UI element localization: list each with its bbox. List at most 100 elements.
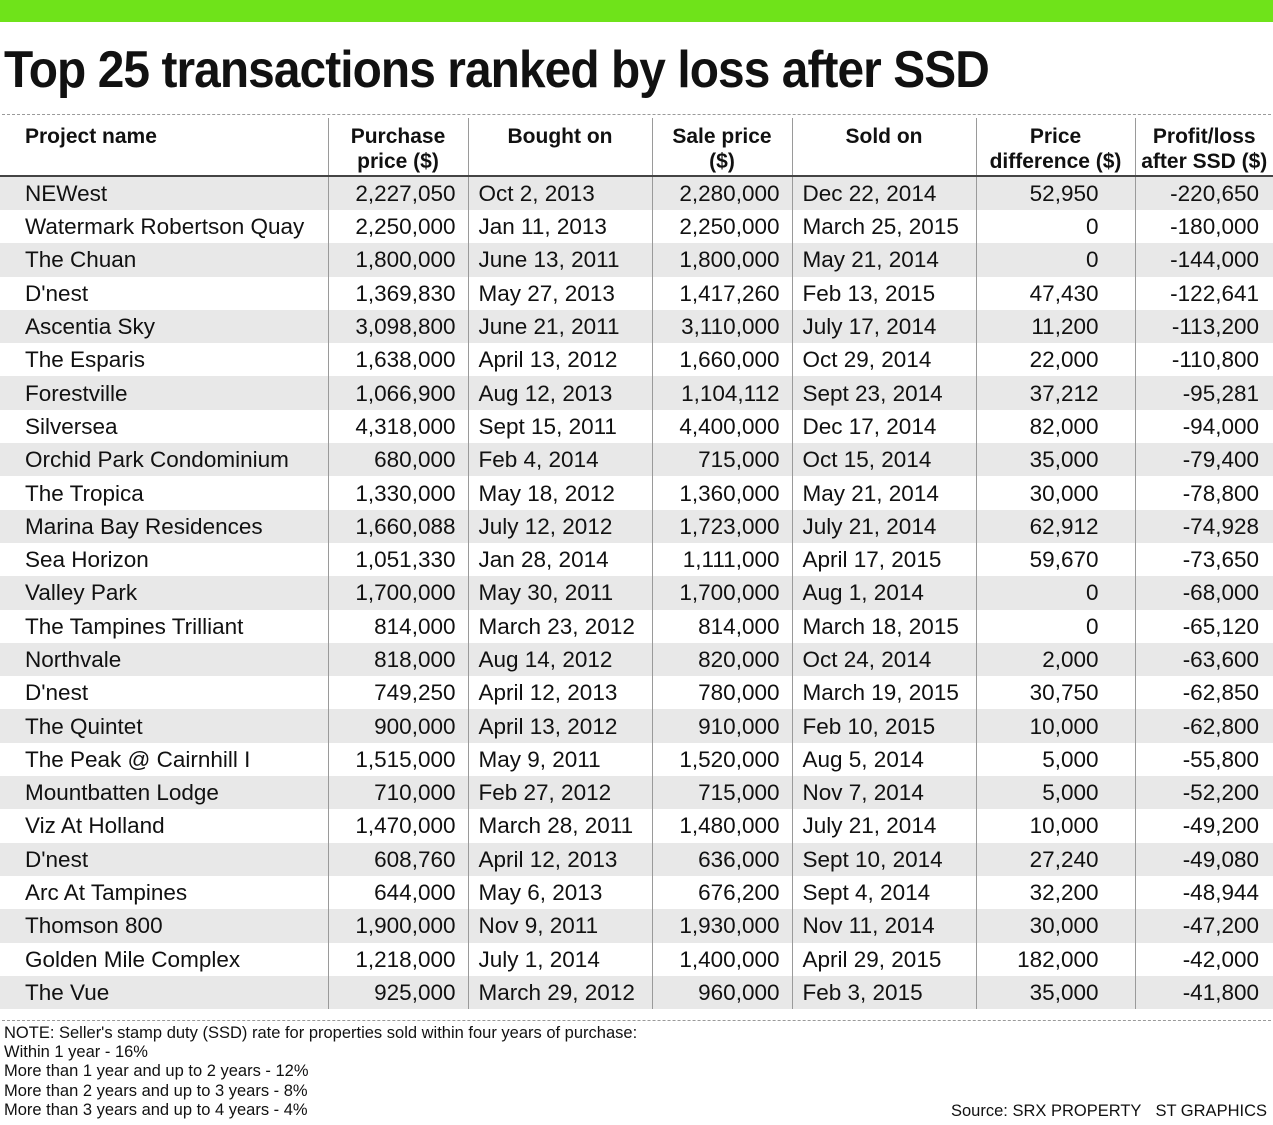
sale-price-cell: 2,250,000 <box>652 210 793 244</box>
profit-loss-cell: -74,928 <box>1135 509 1273 543</box>
bought-on-cell: Jan 28, 2014 <box>468 542 653 577</box>
bought-on-cell: April 13, 2012 <box>468 343 653 377</box>
sold-on-cell: Oct 24, 2014 <box>792 642 977 677</box>
price-difference-cell: 35,000 <box>976 975 1136 1010</box>
graphics-credit: ST GRAPHICS <box>1155 1102 1267 1120</box>
purchase-price-cell: 900,000 <box>328 709 469 743</box>
sale-price-cell: 910,000 <box>652 709 793 743</box>
purchase-price-cell: 710,000 <box>328 776 469 810</box>
profit-loss-cell: -65,120 <box>1135 609 1273 643</box>
project-name-cell: The Esparis <box>0 343 329 377</box>
transactions-table: Project name Purchase price ($) Bought on… <box>0 118 1273 1010</box>
table-row: Golden Mile Complex 1,218,000 July 1, 2014… <box>0 942 1273 976</box>
price-difference-cell: 0 <box>976 576 1136 610</box>
price-difference-cell: 182,000 <box>976 942 1136 976</box>
sold-on-cell: March 19, 2015 <box>792 676 977 710</box>
sale-price-cell: 814,000 <box>652 609 793 643</box>
sold-on-cell: March 18, 2015 <box>792 609 977 643</box>
sold-on-cell: July 21, 2014 <box>792 509 977 543</box>
table-row: The Peak @ Cairnhill I 1,515,000 May 9, 20… <box>0 742 1273 777</box>
price-difference-cell: 5,000 <box>976 776 1136 810</box>
sale-price-cell: 3,110,000 <box>652 309 793 344</box>
table-row: Orchid Park Condominium 680,000 Feb 4, 201… <box>0 443 1273 477</box>
sold-on-cell: May 21, 2014 <box>792 476 977 510</box>
sale-price-cell: 1,800,000 <box>652 243 793 277</box>
purchase-price-cell: 644,000 <box>328 875 469 910</box>
project-name-cell: Silversea <box>0 409 329 444</box>
bought-on-cell: Feb 27, 2012 <box>468 776 653 810</box>
table-row: Arc At Tampines 644,000 May 6, 2013 676,200… <box>0 875 1273 910</box>
sold-on-cell: Nov 7, 2014 <box>792 776 977 810</box>
bought-on-cell: Nov 9, 2011 <box>468 909 653 943</box>
sold-on-cell: Oct 15, 2014 <box>792 443 977 477</box>
purchase-price-cell: 1,218,000 <box>328 942 469 976</box>
price-difference-cell: 35,000 <box>976 443 1136 477</box>
profit-loss-cell: -144,000 <box>1135 243 1273 277</box>
project-name-cell: D'nest <box>0 842 329 876</box>
sold-on-cell: Feb 10, 2015 <box>792 709 977 743</box>
sale-price-cell: 1,111,000 <box>652 542 793 577</box>
sale-price-cell: 820,000 <box>652 642 793 677</box>
table-row: Watermark Robertson Quay 2,250,000 Jan 11,… <box>0 210 1273 244</box>
bought-on-cell: Feb 4, 2014 <box>468 443 653 477</box>
purchase-price-cell: 925,000 <box>328 975 469 1010</box>
ssd-notes: NOTE: Seller's stamp duty (SSD) rate for… <box>4 1024 637 1120</box>
project-name-cell: NEWest <box>0 176 329 210</box>
project-name-cell: D'nest <box>0 276 329 310</box>
header-row: Project name Purchase price ($) Bought on… <box>0 118 1273 176</box>
price-difference-cell: 37,212 <box>976 376 1136 410</box>
table-row: The Tampines Trilliant 814,000 March 23, 2… <box>0 609 1273 643</box>
project-name-cell: The Tropica <box>0 476 329 510</box>
project-name-cell: Northvale <box>0 642 329 677</box>
project-name-cell: The Peak @ Cairnhill I <box>0 742 329 777</box>
price-difference-cell: 30,000 <box>976 476 1136 510</box>
note-line: Within 1 year - 16% <box>4 1043 148 1062</box>
sold-on-cell: April 17, 2015 <box>792 542 977 577</box>
sale-price-cell: 676,200 <box>652 875 793 910</box>
sold-on-cell: Oct 29, 2014 <box>792 343 977 377</box>
project-name-cell: Watermark Robertson Quay <box>0 210 329 244</box>
profit-loss-cell: -220,650 <box>1135 176 1273 210</box>
sale-price-cell: 2,280,000 <box>652 176 793 210</box>
sold-on-cell: April 29, 2015 <box>792 942 977 976</box>
profit-loss-cell: -55,800 <box>1135 742 1273 777</box>
sold-on-cell: Nov 11, 2014 <box>792 909 977 943</box>
bought-on-cell: June 21, 2011 <box>468 309 653 344</box>
table-row: Silversea 4,318,000 Sept 15, 2011 4,400,000… <box>0 409 1273 444</box>
purchase-price-cell: 1,051,330 <box>328 542 469 577</box>
source-text: Source: SRX PROPERTY <box>951 1102 1142 1120</box>
price-difference-cell: 0 <box>976 210 1136 244</box>
table-row: NEWest 2,227,050 Oct 2, 2013 2,280,000 Dec 2… <box>0 176 1273 210</box>
purchase-price-cell: 1,369,830 <box>328 276 469 310</box>
bought-on-cell: Sept 15, 2011 <box>468 409 653 444</box>
table-row: Ascentia Sky 3,098,800 June 21, 2011 3,110,… <box>0 309 1273 344</box>
profit-loss-cell: -79,400 <box>1135 443 1273 477</box>
purchase-price-cell: 818,000 <box>328 642 469 677</box>
project-name-cell: Viz At Holland <box>0 809 329 843</box>
table-row: The Vue 925,000 March 29, 2012 960,000 Feb 3… <box>0 975 1273 1010</box>
bought-on-cell: March 23, 2012 <box>468 609 653 643</box>
profit-loss-cell: -52,200 <box>1135 776 1273 810</box>
col-header-pl: Profit/loss after SSD ($) <box>1141 125 1268 173</box>
sale-price-cell: 1,930,000 <box>652 909 793 943</box>
profit-loss-cell: -95,281 <box>1135 376 1273 410</box>
price-difference-cell: 27,240 <box>976 842 1136 876</box>
sale-price-cell: 715,000 <box>652 776 793 810</box>
purchase-price-cell: 680,000 <box>328 443 469 477</box>
sale-price-cell: 1,104,112 <box>652 376 793 410</box>
sale-price-cell: 1,660,000 <box>652 343 793 377</box>
sold-on-cell: July 17, 2014 <box>792 309 977 344</box>
project-name-cell: Marina Bay Residences <box>0 509 329 543</box>
sold-on-cell: March 25, 2015 <box>792 210 977 244</box>
profit-loss-cell: -41,800 <box>1135 975 1273 1010</box>
sold-on-cell: Sept 4, 2014 <box>792 875 977 910</box>
table-row: Thomson 800 1,900,000 Nov 9, 2011 1,930,000… <box>0 909 1273 943</box>
col-header-diff: Price difference ($) <box>976 118 1136 176</box>
table-row: D'nest 749,250 April 12, 2013 780,000 March … <box>0 676 1273 710</box>
purchase-price-cell: 1,330,000 <box>328 476 469 510</box>
col-header-project: Project name <box>0 118 329 176</box>
profit-loss-cell: -49,200 <box>1135 809 1273 843</box>
price-difference-cell: 2,000 <box>976 642 1136 677</box>
project-name-cell: Golden Mile Complex <box>0 942 329 976</box>
bought-on-cell: April 12, 2013 <box>468 676 653 710</box>
